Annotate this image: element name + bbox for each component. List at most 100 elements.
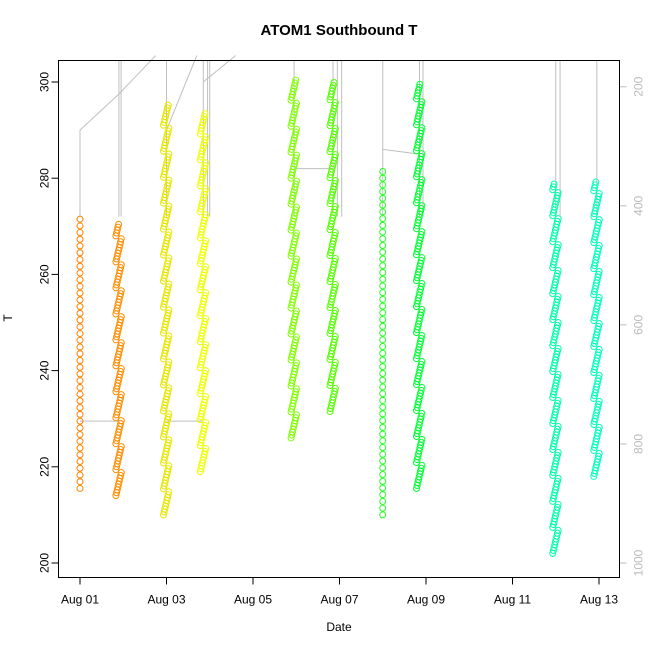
data-point (595, 319, 603, 327)
data-point (379, 457, 387, 465)
data-point (591, 181, 599, 189)
profile-3 (159, 101, 173, 519)
data-point (331, 154, 339, 162)
data-point (202, 289, 210, 297)
data-point (595, 452, 603, 460)
data-point (331, 281, 339, 289)
data-point (76, 336, 84, 344)
data-point (76, 417, 84, 425)
data-point (379, 403, 387, 411)
data-point (554, 422, 562, 430)
data-point (292, 414, 300, 422)
data-point (379, 470, 387, 478)
data-point (417, 464, 425, 472)
data-point (549, 183, 557, 191)
data-point (117, 287, 125, 295)
data-point (418, 357, 426, 365)
data-point (418, 435, 426, 443)
data-point (553, 451, 561, 459)
data-point (165, 306, 173, 314)
data-point (379, 437, 387, 445)
data-point (117, 339, 125, 347)
data-point (379, 174, 387, 182)
x-tick-label: Aug 01 (61, 593, 99, 607)
profile-7 (379, 167, 387, 519)
data-point (292, 151, 300, 159)
data-point (292, 255, 300, 263)
data-point (202, 263, 210, 271)
data-point (331, 179, 339, 187)
data-point (417, 179, 425, 187)
pressure-trace-segment (79, 93, 120, 131)
data-point (292, 125, 300, 133)
data-point (292, 359, 300, 367)
pressure-trace-segment (202, 55, 237, 83)
data-point (292, 258, 300, 266)
y-tick-label: 260 (38, 264, 52, 284)
data-point (202, 315, 210, 323)
data-point (595, 322, 603, 330)
data-points-layer (76, 76, 603, 557)
data-point (379, 188, 387, 196)
data-point (76, 276, 84, 284)
data-point (76, 215, 84, 223)
data-point (117, 443, 125, 451)
data-point (331, 358, 339, 366)
data-point (379, 417, 387, 425)
data-point (418, 383, 426, 391)
data-point (331, 384, 339, 392)
data-point (292, 128, 300, 136)
data-point (418, 409, 426, 417)
data-point (417, 101, 425, 109)
data-point (417, 282, 425, 290)
data-point (164, 309, 172, 317)
secondary-y-tick-label: 1000 (632, 549, 646, 576)
data-point (331, 229, 339, 237)
data-point (292, 177, 300, 185)
data-point (202, 341, 210, 349)
data-point (76, 282, 84, 290)
data-point (117, 471, 125, 479)
data-point (76, 390, 84, 398)
data-point (164, 179, 172, 187)
profile-9 (549, 180, 562, 557)
data-point (164, 257, 172, 265)
data-point (379, 484, 387, 492)
data-point (76, 383, 84, 391)
data-point (165, 228, 173, 236)
data-point (76, 363, 84, 371)
data-point (202, 159, 210, 167)
data-point (595, 270, 603, 278)
data-point (202, 133, 210, 141)
profile-6 (326, 78, 339, 415)
data-point (331, 128, 339, 136)
data-point (292, 333, 300, 341)
y-tick-label: 220 (38, 456, 52, 476)
data-point (379, 343, 387, 351)
data-point (201, 110, 209, 118)
data-point (379, 491, 387, 499)
data-point (595, 426, 603, 434)
data-point (418, 254, 426, 262)
data-point (76, 444, 84, 452)
data-point (379, 322, 387, 330)
data-point (554, 319, 562, 326)
profile-10 (590, 178, 603, 480)
data-point (553, 373, 561, 381)
data-point (331, 335, 339, 343)
data-point (379, 242, 387, 250)
data-point (553, 269, 561, 277)
data-point (165, 358, 173, 366)
data-point (418, 331, 426, 339)
data-point (292, 203, 300, 211)
data-point (292, 102, 300, 110)
data-point (417, 230, 425, 238)
data-point (117, 235, 125, 243)
data-point (202, 393, 210, 401)
data-point (554, 215, 562, 223)
data-point (165, 410, 173, 418)
data-point (331, 283, 339, 291)
x-tick-label: Aug 13 (580, 593, 618, 607)
data-point (379, 289, 387, 297)
